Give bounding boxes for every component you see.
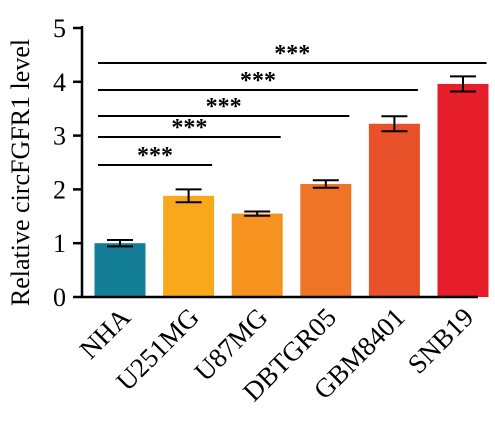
bar-gbm8401 (368, 123, 420, 297)
y-tick-label: 3 (53, 122, 66, 151)
significance-brackets: *************** (98, 41, 487, 169)
error-bar-dbtgr05 (312, 179, 339, 189)
axes (80, 26, 478, 299)
y-tick-label: 2 (53, 175, 66, 204)
bars (94, 83, 489, 298)
y-axis-title-group: Relative circFGFR1 level (6, 39, 35, 306)
significance-label: *** (171, 115, 207, 141)
error-bar-nha (107, 238, 133, 248)
bar-u87mg (231, 213, 283, 297)
significance-label: *** (240, 68, 276, 94)
significance-label: *** (206, 94, 242, 120)
x-tick-label: SNB19 (402, 302, 479, 379)
x-tick-label: NHA (74, 302, 137, 365)
y-tick-label: 0 (53, 283, 66, 312)
y-tick-label: 5 (53, 14, 66, 43)
bar-snb19 (437, 83, 489, 298)
significance-label: *** (274, 41, 310, 67)
y-tick-label: 4 (53, 68, 66, 97)
error-bars (107, 75, 476, 248)
y-axis-title: Relative circFGFR1 level (6, 39, 35, 306)
y-tick-label: 1 (53, 229, 66, 258)
bar-u251mg (163, 195, 215, 297)
y-axis-ticks: 0 1 2 3 4 5 (53, 14, 82, 312)
significance-label: *** (137, 143, 173, 169)
bar-nha (94, 243, 146, 297)
bar-dbtgr05 (300, 184, 352, 297)
error-bar-u87mg (244, 210, 271, 217)
error-bar-u251mg (175, 188, 202, 204)
error-bar-gbm8401 (381, 115, 408, 133)
error-bar-snb19 (450, 75, 476, 93)
